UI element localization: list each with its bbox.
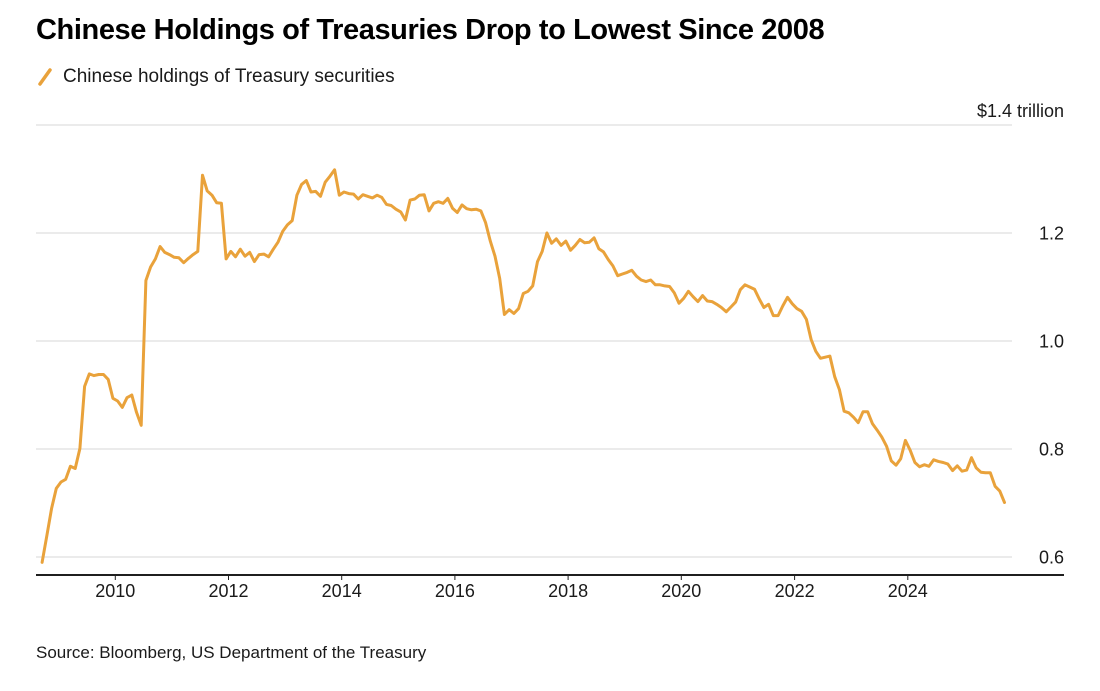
legend-item-label: Chinese holdings of Treasury securities	[63, 66, 395, 87]
x-axis-tick-label: 2024	[888, 581, 928, 601]
x-axis-tick-label: 2018	[548, 581, 588, 601]
x-axis-tick-label: 2012	[208, 581, 248, 601]
source-attribution: Source: Bloomberg, US Department of the …	[36, 643, 427, 662]
y-axis-tick-label: 1.0	[1039, 332, 1064, 352]
x-axis-tick-label: 2016	[435, 581, 475, 601]
x-axis-tick-label: 2020	[661, 581, 701, 601]
x-axis-tick-label: 2010	[95, 581, 135, 601]
x-axis-tick-label: 2014	[322, 581, 362, 601]
y-axis-tick-label: 0.6	[1039, 548, 1064, 568]
treasuries-line-chart: 0.6 0.8 1.0 1.2 $1.4 trillion 2010 2012 2014 201…	[36, 101, 1064, 601]
y-axis-top-unit-label: $1.4 trillion	[977, 101, 1064, 121]
series-line	[40, 168, 1006, 564]
y-axis-tick-label: 0.8	[1039, 440, 1064, 460]
legend: Chinese holdings of Treasury securities	[36, 66, 395, 88]
page-title: Chinese Holdings of Treasuries Drop to L…	[36, 14, 825, 46]
legend-slash-icon	[38, 68, 52, 86]
x-axis-tick-label: 2022	[775, 581, 815, 601]
y-axis-tick-label: 1.2	[1039, 224, 1064, 244]
